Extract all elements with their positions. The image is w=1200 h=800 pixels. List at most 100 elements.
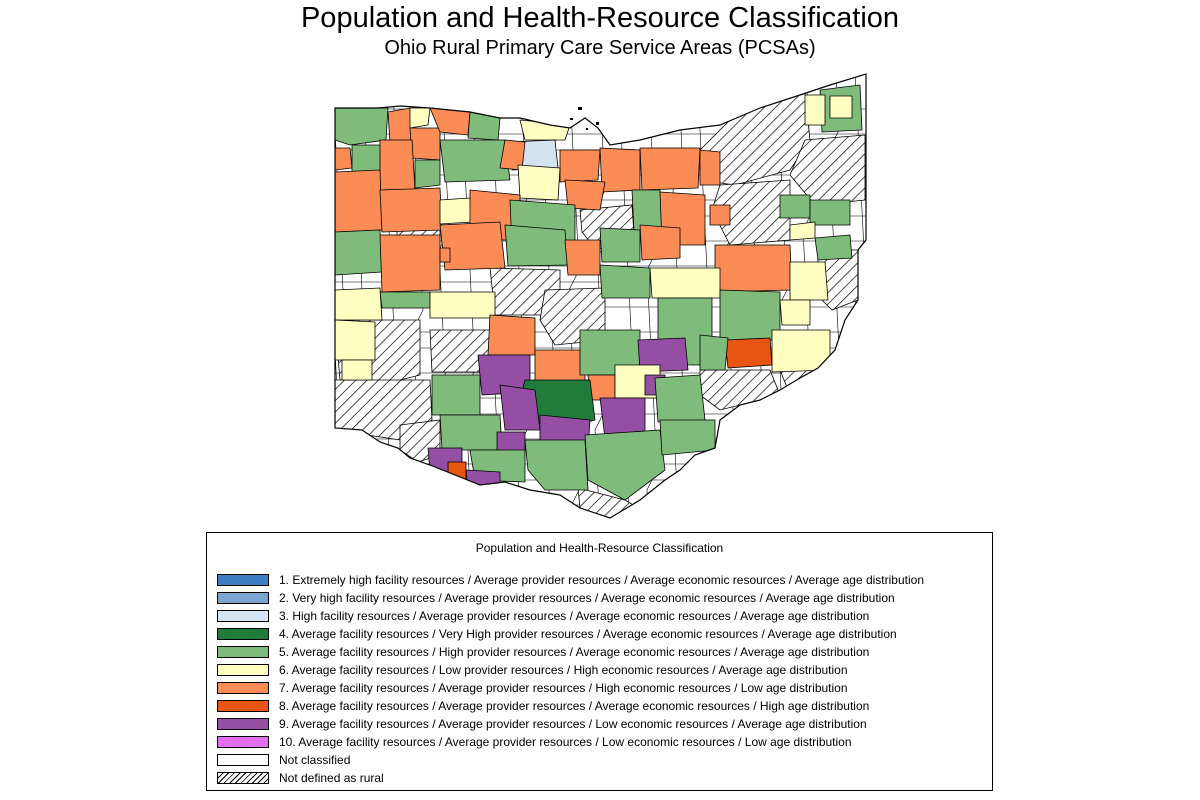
legend-item: 8. Average facility resources / Average … bbox=[217, 699, 869, 713]
pcsa-region-class-5 bbox=[814, 234, 853, 261]
pcsa-region-class-7 bbox=[379, 139, 416, 193]
map-title: Population and Health-Resource Classific… bbox=[300, 2, 900, 34]
legend-item: 5. Average facility resources / High pro… bbox=[217, 645, 869, 659]
pcsa-region-class-5 bbox=[599, 264, 651, 299]
legend-label: 3. High facility resources / Average pro… bbox=[279, 609, 870, 623]
pcsa-region-class-7 bbox=[564, 179, 606, 211]
legend-label: 2. Very high facility resources / Averag… bbox=[279, 591, 895, 605]
pcsa-region-class-5 bbox=[584, 429, 666, 501]
pcsa-region-class-6 bbox=[429, 291, 496, 319]
lake-erie-islands bbox=[570, 107, 599, 130]
pcsa-region-class-5 bbox=[524, 439, 589, 491]
pcsa-region-class-7 bbox=[639, 147, 701, 191]
pcsa-region-class-6 bbox=[771, 329, 831, 373]
legend-item: Not defined as rural bbox=[217, 771, 384, 785]
legend-label: 5. Average facility resources / High pro… bbox=[279, 645, 870, 659]
pcsa-region-class-7 bbox=[439, 247, 451, 263]
pcsa-region-class-6 bbox=[804, 94, 826, 126]
pcsa-region-class-6 bbox=[649, 267, 721, 299]
pcsa-region-class-7 bbox=[379, 234, 441, 293]
pcsa-region-class-6 bbox=[789, 221, 816, 241]
pcsa-region-class-7 bbox=[639, 224, 681, 261]
legend-label: Not defined as rural bbox=[279, 771, 384, 785]
legend-swatch bbox=[217, 682, 269, 694]
pcsa-region-class-6 bbox=[829, 95, 853, 119]
pcsa-region-class-7 bbox=[335, 147, 353, 171]
pcsa-region-class-7 bbox=[559, 149, 601, 183]
legend-label: 7. Average facility resources / Average … bbox=[279, 681, 848, 695]
legend-label: Not classified bbox=[279, 753, 351, 767]
pcsa-region-class-8 bbox=[724, 337, 773, 369]
legend-swatch bbox=[217, 628, 269, 640]
pcsa-region-class-9 bbox=[637, 337, 689, 373]
pcsa-region-class-6 bbox=[517, 164, 561, 201]
pcsa-region-class-6 bbox=[779, 299, 811, 326]
legend-item: 10. Average facility resources / Average… bbox=[217, 735, 852, 749]
pcsa-region-class-6 bbox=[409, 107, 431, 129]
legend-item: 3. High facility resources / Average pro… bbox=[217, 609, 869, 623]
pcsa-region-class-6 bbox=[341, 359, 373, 381]
legend-item: 1. Extremely high facility resources / A… bbox=[217, 573, 924, 587]
pcsa-region-class-9 bbox=[499, 384, 541, 431]
legend-label: 1. Extremely high facility resources / A… bbox=[279, 573, 924, 587]
pcsa-region-class-7 bbox=[487, 314, 536, 356]
legend-item: Not classified bbox=[217, 753, 350, 767]
pcsa-region-not-rural bbox=[699, 369, 781, 411]
pcsa-region-class-5 bbox=[599, 227, 641, 263]
pcsa-region-class-5 bbox=[439, 139, 511, 183]
legend-label: 8. Average facility resources / Average … bbox=[279, 699, 870, 713]
pcsa-region-class-7 bbox=[699, 149, 721, 186]
pcsa-region-class-6 bbox=[519, 119, 571, 141]
pcsa-region-class-5 bbox=[414, 159, 441, 189]
pcsa-region-class-9 bbox=[465, 469, 501, 489]
pcsa-region-class-7 bbox=[387, 107, 413, 143]
legend-label: 10. Average facility resources / Average… bbox=[279, 735, 852, 749]
pcsa-region-class-5 bbox=[335, 229, 383, 276]
pcsa-region-class-7 bbox=[439, 221, 506, 271]
pcsa-region-class-6 bbox=[335, 319, 376, 361]
pcsa-region-class-7 bbox=[564, 239, 601, 276]
pcsa-region-class-5 bbox=[659, 419, 716, 456]
pcsa-region-class-7 bbox=[599, 147, 641, 193]
ohio-border bbox=[334, 73, 867, 519]
legend-swatch bbox=[217, 646, 269, 658]
pcsa-region-class-5 bbox=[809, 199, 851, 226]
legend-item: 7. Average facility resources / Average … bbox=[217, 681, 848, 695]
legend-label: 6. Average facility resources / Low prov… bbox=[279, 663, 848, 677]
pcsa-region-class-6 bbox=[335, 287, 383, 321]
legend-title: Population and Health-Resource Classific… bbox=[475, 541, 724, 555]
legend-swatch bbox=[217, 736, 269, 748]
pcsa-region-class-5 bbox=[335, 107, 389, 146]
legend-swatch bbox=[217, 754, 269, 766]
pcsa-region-class-6 bbox=[439, 197, 473, 225]
legend-label: 4. Average facility resources / Very Hig… bbox=[279, 627, 897, 641]
pcsa-region-class-5 bbox=[431, 374, 481, 416]
pcsa-region-class-6 bbox=[789, 261, 829, 301]
pcsa-region-class-5 bbox=[779, 194, 811, 219]
pcsa-region-class-7 bbox=[379, 187, 443, 233]
legend-label: 9. Average facility resources / Average … bbox=[279, 717, 867, 731]
pcsa-region-class-5 bbox=[654, 374, 706, 423]
legend-box: Population and Health-Resource Classific… bbox=[206, 532, 993, 791]
ohio-pcsa-map bbox=[334, 73, 867, 519]
pcsa-region-class-5 bbox=[504, 224, 569, 267]
legend-item: 9. Average facility resources / Average … bbox=[217, 717, 867, 731]
pcsa-region-class-5 bbox=[719, 289, 781, 341]
legend-swatch bbox=[217, 592, 269, 604]
legend-swatch bbox=[217, 574, 269, 586]
pcsa-region-class-5 bbox=[439, 414, 503, 451]
pcsa-region-class-5 bbox=[379, 291, 431, 309]
legend-swatch bbox=[217, 610, 269, 622]
pcsa-region-class-8 bbox=[447, 461, 467, 481]
map-subtitle: Ohio Rural Primary Care Service Areas (P… bbox=[384, 37, 816, 59]
pcsa-region-class-7 bbox=[709, 204, 731, 226]
pcsa-region-class-5 bbox=[467, 111, 501, 141]
legend-item: 2. Very high facility resources / Averag… bbox=[217, 591, 895, 605]
legend-swatch bbox=[217, 718, 269, 730]
legend-swatch bbox=[217, 772, 269, 784]
pcsa-region-class-7 bbox=[335, 169, 383, 233]
pcsa-region-class-7 bbox=[714, 244, 793, 293]
pcsa-region-class-7 bbox=[409, 127, 441, 161]
legend-item: 4. Average facility resources / Very Hig… bbox=[217, 627, 897, 641]
legend-item: 6. Average facility resources / Low prov… bbox=[217, 663, 848, 677]
